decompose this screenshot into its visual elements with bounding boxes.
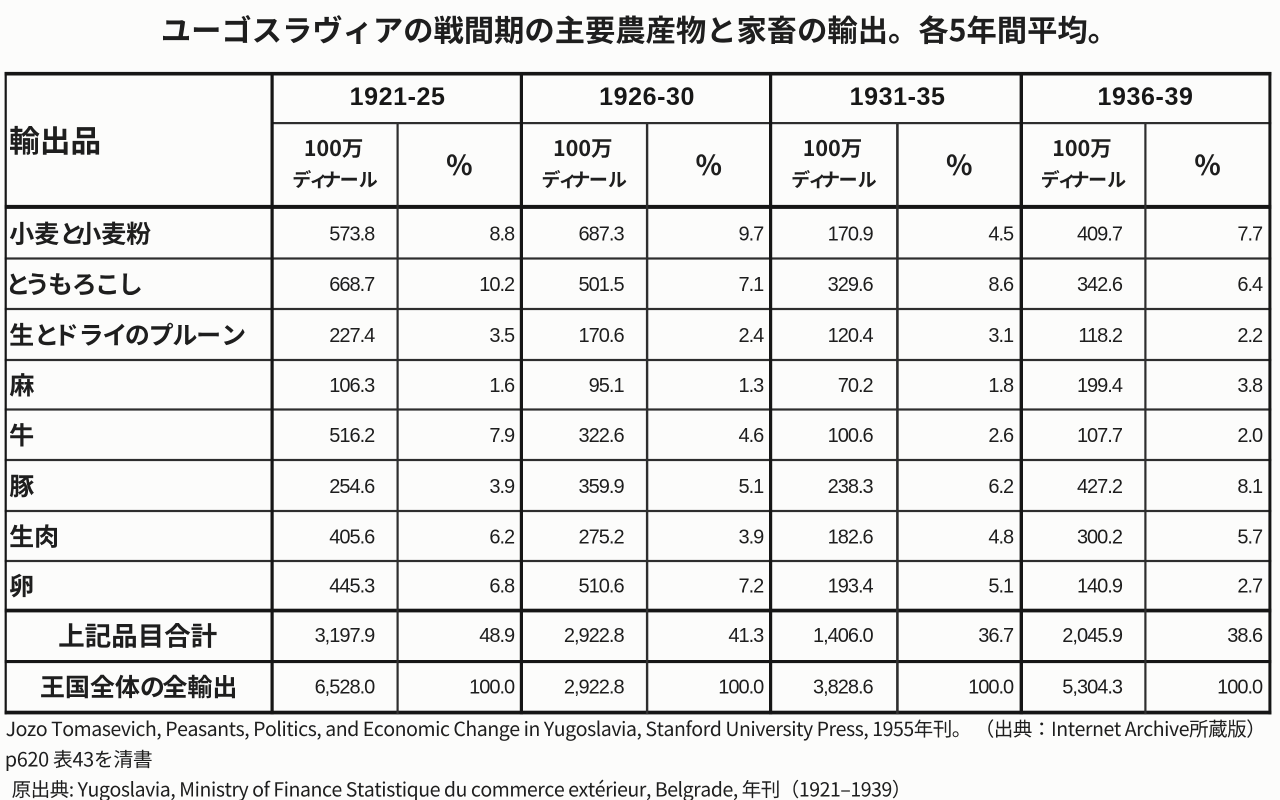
svg-text:182.6: 182.6 (828, 526, 874, 548)
svg-text:4.6: 4.6 (738, 425, 764, 447)
svg-text:7.1: 7.1 (738, 274, 764, 296)
svg-text:254.6: 254.6 (329, 476, 375, 498)
svg-text:1.8: 1.8 (988, 375, 1014, 397)
svg-text:3.9: 3.9 (489, 476, 515, 498)
svg-text:300.2: 300.2 (1077, 526, 1123, 548)
svg-text:106.3: 106.3 (329, 375, 375, 397)
svg-text:359.9: 359.9 (579, 476, 625, 498)
svg-text:3.8: 3.8 (1237, 375, 1263, 397)
svg-text:1931-35: 1931-35 (850, 83, 946, 111)
svg-text:1,406.0: 1,406.0 (813, 625, 874, 647)
svg-text:2.4: 2.4 (738, 325, 764, 347)
svg-text:227.4: 227.4 (329, 325, 375, 347)
svg-text:7.2: 7.2 (738, 576, 764, 598)
svg-text:5.1: 5.1 (738, 476, 764, 498)
svg-text:193.4: 193.4 (828, 576, 874, 598)
svg-text:118.2: 118.2 (1078, 325, 1122, 347)
svg-text:668.7: 668.7 (329, 274, 375, 296)
svg-text:6.4: 6.4 (1237, 274, 1263, 296)
svg-text:199.4: 199.4 (1077, 375, 1123, 397)
svg-text:2.6: 2.6 (988, 425, 1014, 447)
svg-text:5,304.3: 5,304.3 (1062, 677, 1123, 699)
svg-text:1926-30: 1926-30 (599, 83, 695, 111)
svg-text:516.2: 516.2 (329, 425, 375, 447)
svg-text:2,922.8: 2,922.8 (564, 677, 625, 699)
svg-text:2.0: 2.0 (1237, 425, 1263, 447)
svg-text:342.6: 342.6 (1077, 274, 1123, 296)
svg-text:3.1: 3.1 (988, 325, 1014, 347)
svg-text:7.9: 7.9 (489, 425, 515, 447)
svg-text:70.2: 70.2 (838, 375, 874, 397)
svg-text:9.7: 9.7 (738, 224, 764, 246)
svg-text:238.3: 238.3 (828, 476, 874, 498)
svg-text:275.2: 275.2 (579, 526, 625, 548)
svg-text:409.7: 409.7 (1077, 224, 1123, 246)
svg-text:501.5: 501.5 (579, 274, 625, 296)
svg-text:3.9: 3.9 (738, 526, 764, 548)
svg-text:4.5: 4.5 (988, 224, 1014, 246)
svg-text:1.3: 1.3 (738, 375, 764, 397)
svg-text:100.6: 100.6 (828, 425, 874, 447)
svg-text:41.3: 41.3 (728, 625, 764, 647)
svg-text:170.9: 170.9 (828, 224, 874, 246)
svg-text:1921-25: 1921-25 (350, 83, 446, 111)
svg-text:3,828.6: 3,828.6 (813, 677, 874, 699)
svg-text:120.4: 120.4 (828, 325, 874, 347)
svg-text:7.7: 7.7 (1237, 224, 1263, 246)
svg-text:100.0: 100.0 (718, 677, 764, 699)
svg-text:2,922.8: 2,922.8 (564, 625, 625, 647)
svg-text:445.3: 445.3 (329, 576, 375, 598)
svg-text:6.8: 6.8 (489, 576, 515, 598)
svg-text:2.2: 2.2 (1237, 325, 1263, 347)
svg-text:322.6: 322.6 (579, 425, 625, 447)
svg-text:405.6: 405.6 (329, 526, 375, 548)
svg-text:329.6: 329.6 (828, 274, 874, 296)
svg-text:8.6: 8.6 (988, 274, 1014, 296)
svg-text:100.0: 100.0 (469, 677, 515, 699)
svg-text:687.3: 687.3 (579, 224, 625, 246)
svg-text:36.7: 36.7 (978, 625, 1014, 647)
svg-text:48.9: 48.9 (479, 625, 515, 647)
svg-text:1936-39: 1936-39 (1098, 83, 1194, 111)
svg-text:3,197.9: 3,197.9 (315, 625, 376, 647)
svg-text:427.2: 427.2 (1077, 476, 1123, 498)
svg-text:3.5: 3.5 (489, 325, 515, 347)
svg-text:573.8: 573.8 (329, 224, 375, 246)
svg-text:95.1: 95.1 (589, 375, 625, 397)
svg-text:170.6: 170.6 (579, 325, 625, 347)
svg-text:6.2: 6.2 (489, 526, 515, 548)
svg-text:6.2: 6.2 (988, 476, 1014, 498)
svg-text:5.7: 5.7 (1237, 526, 1263, 548)
svg-text:100.0: 100.0 (968, 677, 1014, 699)
svg-text:10.2: 10.2 (479, 274, 515, 296)
svg-text:510.6: 510.6 (579, 576, 625, 598)
svg-text:8.8: 8.8 (489, 224, 515, 246)
svg-text:38.6: 38.6 (1227, 625, 1263, 647)
svg-text:8.1: 8.1 (1237, 476, 1263, 498)
svg-text:100.0: 100.0 (1217, 677, 1263, 699)
svg-text:6,528.0: 6,528.0 (315, 677, 376, 699)
svg-text:2.7: 2.7 (1237, 576, 1263, 598)
svg-text:2,045.9: 2,045.9 (1062, 625, 1123, 647)
svg-text:5.1: 5.1 (988, 576, 1014, 598)
svg-text:140.9: 140.9 (1077, 576, 1123, 598)
svg-text:107.7: 107.7 (1077, 425, 1123, 447)
svg-text:4.8: 4.8 (988, 526, 1014, 548)
svg-text:1.6: 1.6 (489, 375, 515, 397)
